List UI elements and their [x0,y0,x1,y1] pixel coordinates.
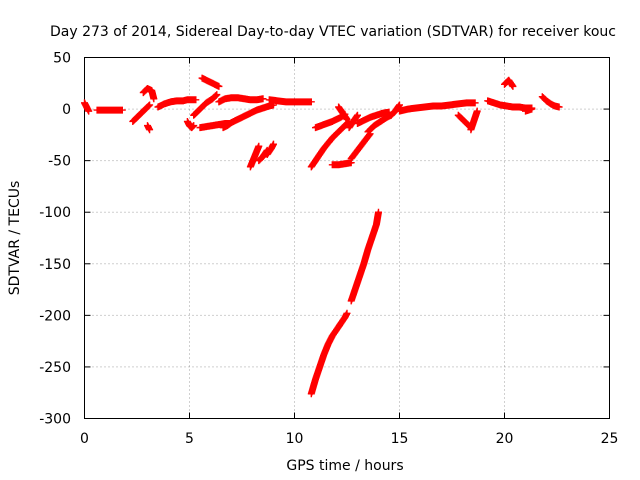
y-tick-label: -150 [39,257,71,273]
data-point-trace [347,208,382,305]
data-point-trace [335,103,351,123]
x-tick-label: 20 [496,431,514,447]
data-point-trace [307,309,351,398]
data-point-trace [467,107,481,134]
plot-area-border [84,57,610,419]
data-point-trace [345,111,361,132]
data-point-trace [190,91,221,119]
data-point-trace [129,101,154,125]
grid-lines [84,57,610,419]
data-point-trace [246,142,263,171]
data-point-trace [328,159,355,169]
x-tick-label: 25 [601,431,619,447]
x-tick-label: 5 [185,431,194,447]
data-point-trace [93,106,126,114]
data-point-trace [81,99,93,115]
chart-title: Day 273 of 2014, Sidereal Day-to-day VTE… [50,24,616,40]
data-point-trace [219,101,277,132]
data-point-trace [198,74,223,90]
data-point-trace [263,140,277,158]
x-tick-label: 10 [286,431,304,447]
y-tick-labels: 50 0 -50 -100 -150 -200 -250 -300 [39,51,71,428]
data-point-trace [538,93,563,111]
x-tick-label: 0 [80,431,89,447]
y-tick-label: -50 [48,154,71,170]
y-tick-label: -300 [39,412,71,428]
data-point-trace [144,122,154,134]
data-point-trace [154,96,200,111]
data-points [81,74,563,398]
data-point-trace [139,84,158,103]
data-point-trace [501,76,517,90]
data-point-trace [215,94,267,106]
x-tick-labels: 0 5 10 15 20 25 [80,431,618,447]
y-tick-label: 0 [62,102,71,118]
data-point-trace [387,101,403,119]
y-tick-label: -250 [39,360,71,376]
x-axis-label: GPS time / hours [286,458,403,474]
data-point-trace [354,108,393,128]
y-tick-label: 50 [53,51,71,67]
data-point-trace [396,99,479,115]
x-tick-label: 15 [391,431,409,447]
data-point-trace [265,96,315,106]
y-axis-label: SDTVAR / TECUs [7,181,23,296]
y-tick-label: -200 [39,308,71,324]
data-point-trace [183,117,198,132]
y-tick-label: -100 [39,205,71,221]
data-point-trace [347,130,374,163]
axis-ticks [84,57,610,419]
data-point-trace [307,117,353,171]
data-point-trace [522,105,536,115]
data-point-trace [364,111,395,136]
